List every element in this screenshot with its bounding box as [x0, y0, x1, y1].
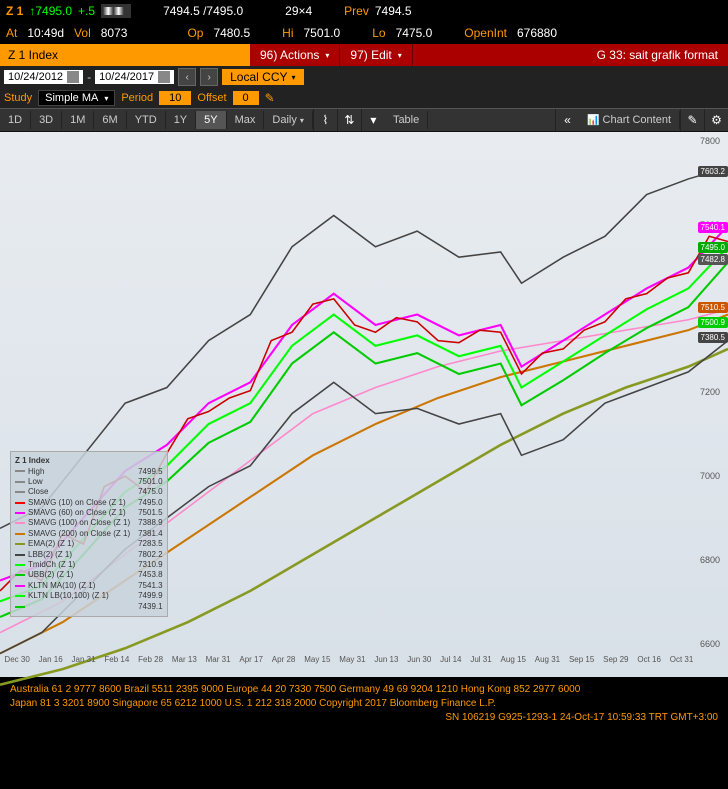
edit-button[interactable]: 97) Edit▾ — [340, 44, 412, 66]
date-to-input[interactable]: 10/24/2017 — [95, 70, 174, 84]
command-bar: Z 1 Index 96) Actions▾ 97) Edit▾ G 33: s… — [0, 44, 728, 66]
at-value: 10:49d — [27, 26, 64, 40]
offset-label: Offset — [197, 92, 226, 104]
vol-value: 8073 — [101, 26, 128, 40]
range-1m[interactable]: 1M — [62, 111, 94, 129]
lo-label: Lo — [372, 26, 385, 40]
chart-toolbar: 1D 3D 1M 6M YTD 1Y 5Y Max Daily ▾ ⌇ ⇅ ▾ … — [0, 108, 728, 132]
range-6m[interactable]: 6M — [94, 111, 126, 129]
chart-content-button[interactable]: 📊 Chart Content — [579, 111, 680, 129]
oi-value: 676880 — [517, 26, 557, 40]
date-prev-button[interactable]: ‹ — [178, 68, 196, 86]
vol-label: Vol — [74, 26, 91, 40]
index-name[interactable]: Z 1 Index — [0, 44, 250, 66]
date-range-bar: 10/24/2012 - 10/24/2017 ‹ › Local CCY▾ — [0, 66, 728, 88]
x-axis: Dec 30Jan 16Jan 31Feb 14Feb 28Mar 13Mar … — [0, 653, 698, 677]
offset-input[interactable]: 0 — [233, 91, 259, 105]
period-input[interactable]: 10 — [159, 91, 191, 105]
y-axis: 7800760074007200700068006600 — [698, 132, 728, 653]
range-3d[interactable]: 3D — [31, 111, 62, 129]
quote-header-2: At 10:49d Vol 8073 Op 7480.5 Hi 7501.0 L… — [0, 22, 728, 44]
gear-icon[interactable]: ⚙ — [704, 109, 728, 131]
period-label: Period — [121, 92, 153, 104]
quote-header-1: Z 1 ↑7495.0 +.5 7494.5 /7495.0 29×4 Prev… — [0, 0, 728, 22]
chevron-down-icon: ▾ — [300, 116, 304, 125]
freq-select[interactable]: Daily ▾ — [264, 111, 313, 129]
range-1d[interactable]: 1D — [0, 111, 31, 129]
study-bar: Study Simple MA▾ Period 10 Offset 0 ✎ — [0, 88, 728, 108]
op-value: 7480.5 — [213, 26, 250, 40]
chevron-down-icon: ▾ — [104, 94, 108, 103]
study-link[interactable]: Study — [4, 92, 32, 104]
prev-label: Prev — [344, 4, 369, 18]
prev-value: 7494.5 — [375, 4, 412, 18]
edit-icon[interactable]: ✎ — [680, 109, 704, 131]
symbol: Z 1 — [6, 4, 23, 18]
table-button[interactable]: Table — [385, 111, 428, 129]
range-1y[interactable]: 1Y — [166, 111, 196, 129]
sparkline-icon — [101, 4, 131, 18]
chart-type-icon[interactable]: ⌇ — [313, 109, 337, 131]
change: +.5 — [78, 4, 95, 18]
range-max[interactable]: Max — [227, 111, 265, 129]
chevron-down-icon: ▾ — [325, 51, 329, 60]
chevron-down-icon: ▾ — [291, 73, 295, 82]
at-label: At — [6, 26, 17, 40]
currency-select[interactable]: Local CCY▾ — [222, 69, 303, 85]
last-price: ↑7495.0 — [29, 4, 72, 18]
range-ytd[interactable]: YTD — [127, 111, 166, 129]
indicator-icon[interactable]: ⇅ — [337, 109, 361, 131]
date-next-button[interactable]: › — [200, 68, 218, 86]
oi-label: OpenInt — [464, 26, 507, 40]
op-label: Op — [187, 26, 203, 40]
size: 29×4 — [285, 4, 312, 18]
actions-button[interactable]: 96) Actions▾ — [250, 44, 340, 66]
hi-label: Hi — [282, 26, 293, 40]
calendar-icon — [158, 71, 170, 83]
calendar-icon — [67, 71, 79, 83]
footer-line3: SN 106219 G925-1293-1 24-Oct-17 10:59:33… — [10, 711, 718, 725]
price-chart[interactable]: 7800760074007200700068006600 Dec 30Jan 1… — [0, 132, 728, 677]
chart-legend: Z 1 IndexHigh7499.5Low7501.0Close7475.0S… — [10, 451, 168, 617]
command-spacer — [413, 44, 587, 66]
lo-value: 7475.0 — [396, 26, 433, 40]
status-message: G 33: sait grafik format — [587, 44, 728, 66]
chevron-down-icon[interactable]: ▾ — [361, 109, 385, 131]
date-from-input[interactable]: 10/24/2012 — [4, 70, 83, 84]
range-5y[interactable]: 5Y — [196, 111, 226, 129]
ma-type-select[interactable]: Simple MA▾ — [38, 90, 115, 106]
bid-ask: 7494.5 /7495.0 — [163, 4, 243, 18]
pencil-icon[interactable]: ✎ — [265, 91, 275, 105]
hi-value: 7501.0 — [304, 26, 341, 40]
collapse-icon[interactable]: « — [555, 109, 579, 131]
chevron-down-icon: ▾ — [398, 51, 402, 60]
